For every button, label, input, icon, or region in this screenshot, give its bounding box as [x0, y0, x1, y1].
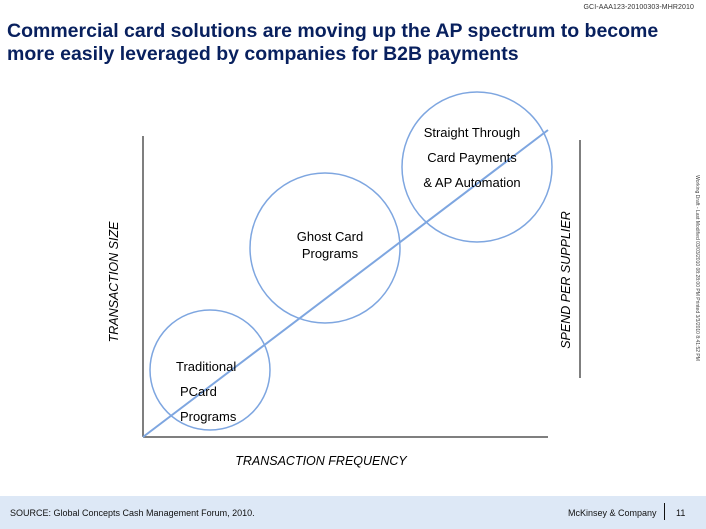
- secondary-axis-label: SPEND PER SUPPLIER: [559, 211, 573, 349]
- document-id: GCI-AAA123-20100303-MHR2010: [583, 4, 694, 11]
- side-note: Working Draft - Last Modified 03/03/2010…: [694, 175, 700, 361]
- stage-1-line-2: PCard: [180, 384, 217, 399]
- stage-2-line-1: Ghost Card: [297, 229, 363, 244]
- y-axis-label: TRANSACTION SIZE: [107, 221, 121, 343]
- source-note: SOURCE: Global Concepts Cash Management …: [10, 508, 255, 518]
- stage-3-line-3: & AP Automation: [423, 175, 520, 190]
- page-number: 11: [676, 508, 686, 518]
- stage-1-line-1: Traditional: [176, 359, 236, 374]
- stage-2-line-2: Programs: [302, 246, 359, 261]
- brand-name: McKinsey & Company: [568, 508, 657, 518]
- trend-line: [142, 129, 549, 438]
- footer-divider: [664, 503, 665, 520]
- title-line-2: more easily leveraged by companies for B…: [7, 43, 519, 65]
- ghost-card-circle: [249, 172, 401, 324]
- stage-3-line-2: Card Payments: [427, 150, 517, 165]
- page-title: Commercial card solutions are moving up …: [7, 20, 687, 66]
- stage-1-line-3: Programs: [180, 409, 237, 424]
- x-axis-label: TRANSACTION FREQUENCY: [235, 454, 408, 468]
- ap-automation-circle: [401, 91, 553, 243]
- title-line-1: Commercial card solutions are moving up …: [7, 20, 659, 42]
- pcard-circle: [149, 309, 271, 431]
- stage-3-line-1: Straight Through: [424, 125, 521, 140]
- footer-bar: [0, 496, 706, 529]
